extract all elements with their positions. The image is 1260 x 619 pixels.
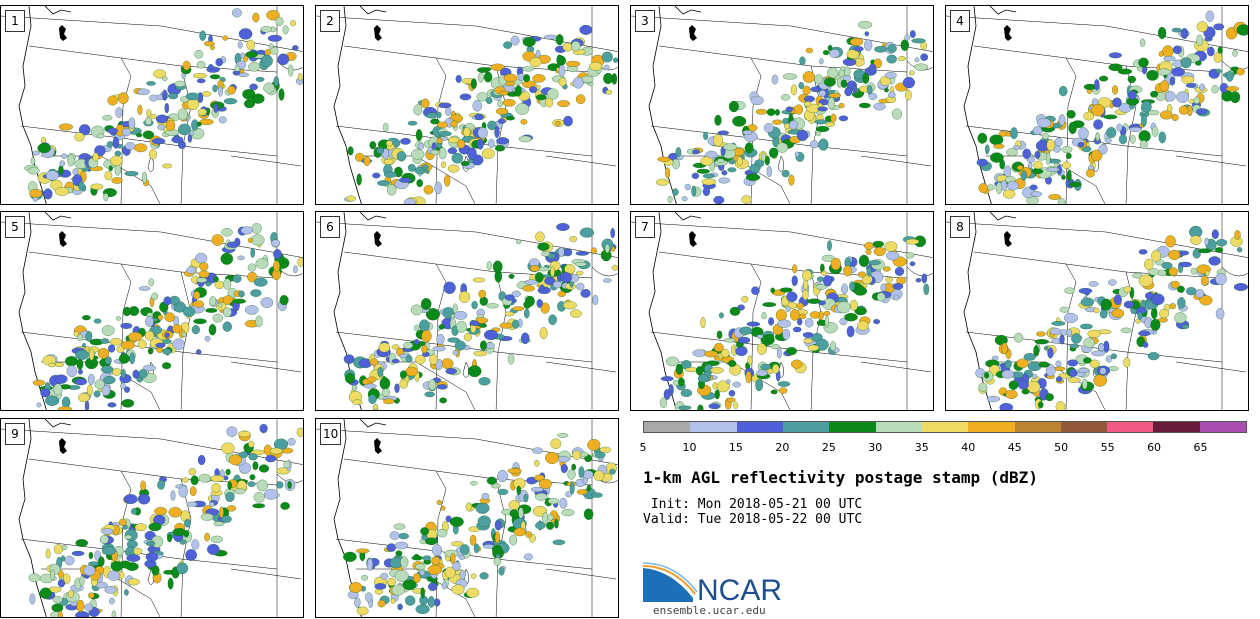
map-panel-5: 5: [0, 211, 304, 411]
colorbar-tick-label: 55: [1101, 441, 1115, 454]
panel-number: 9: [5, 423, 25, 445]
colorbar-tick-label: 45: [1008, 441, 1022, 454]
colorbar-bin-5: [829, 422, 875, 432]
colorbar-bin-6: [876, 422, 922, 432]
figure-title: 1-km AGL reflectivity postage stamp (dBZ…: [643, 468, 1038, 487]
map-drawing: [316, 6, 619, 205]
map-panel-7: 7: [630, 211, 934, 411]
panel-number: 5: [5, 216, 25, 238]
map-panel-2: 2: [315, 5, 619, 205]
panel-number: 10: [320, 423, 341, 445]
colorbar-tick-label: 50: [1054, 441, 1068, 454]
colorbar-tick-label: 10: [682, 441, 696, 454]
map-panel-9: 9: [0, 418, 304, 618]
valid-time: Valid: Tue 2018-05-22 00 UTC: [643, 512, 862, 527]
map-drawing: [1, 212, 304, 411]
colorbar-tick-label: 40: [961, 441, 975, 454]
colorbar-bin-4: [783, 422, 829, 432]
init-time: Init: Mon 2018-05-21 00 UTC: [643, 497, 862, 512]
colorbar-tick-label: 15: [729, 441, 743, 454]
map-panel-8: 8: [945, 211, 1249, 411]
panel-number: 2: [320, 10, 340, 32]
colorbar-bin-13: [1200, 422, 1246, 432]
website-url: ensemble.ucar.edu: [653, 604, 766, 617]
map-panel-4: 4: [945, 5, 1249, 205]
panel-number: 4: [950, 10, 970, 32]
map-drawing: [316, 419, 619, 618]
map-drawing: [631, 212, 934, 411]
colorbar-bin-7: [922, 422, 968, 432]
map-drawing: [631, 6, 934, 205]
map-drawing: [1, 6, 304, 205]
colorbar-bin-1: [644, 422, 690, 432]
map-panel-1: 1: [0, 5, 304, 205]
colorbar-bin-2: [690, 422, 736, 432]
ncar-logo: NCAR: [643, 562, 793, 604]
map-panel-3: 3: [630, 5, 934, 205]
colorbar-tick-label: 65: [1194, 441, 1208, 454]
map-drawing: [946, 6, 1249, 205]
map-drawing: [1, 419, 304, 618]
panel-number: 8: [950, 216, 970, 238]
colorbar-bin-11: [1107, 422, 1153, 432]
colorbar-tick-label: 5: [640, 441, 647, 454]
colorbar-bin-12: [1153, 422, 1199, 432]
colorbar-ticks: 5 10 15 20 25 30 35 40 45 50 55 60 65: [643, 441, 1247, 455]
colorbar-tick-label: 20: [775, 441, 789, 454]
colorbar-tick-label: 60: [1147, 441, 1161, 454]
colorbar-bin-8: [968, 422, 1014, 432]
map-panel-6: 6: [315, 211, 619, 411]
panel-number: 7: [635, 216, 655, 238]
colorbar-bin-10: [1061, 422, 1107, 432]
panel-number: 3: [635, 10, 655, 32]
panel-number: 6: [320, 216, 340, 238]
panel-number: 1: [5, 10, 25, 32]
reflectivity-colorbar: [643, 421, 1247, 433]
colorbar-tick-label: 25: [822, 441, 836, 454]
ncar-logo-text: NCAR: [697, 574, 782, 604]
map-drawing: [316, 212, 619, 411]
colorbar-tick-label: 30: [868, 441, 882, 454]
colorbar-tick-label: 35: [915, 441, 929, 454]
map-drawing: [946, 212, 1249, 411]
colorbar-bin-9: [1015, 422, 1061, 432]
map-panel-10: 10: [315, 418, 619, 618]
colorbar-bin-3: [737, 422, 783, 432]
